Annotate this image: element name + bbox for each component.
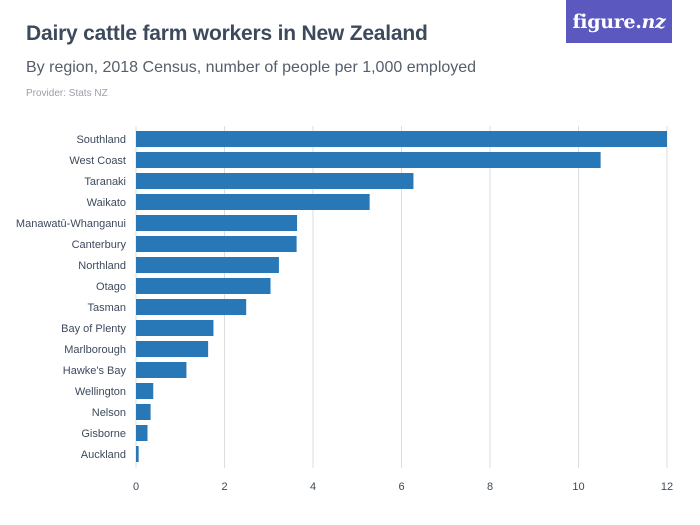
x-tick-label: 8	[487, 481, 493, 493]
category-label: Waikato	[87, 197, 126, 209]
bar-wellington[interactable]	[136, 383, 154, 399]
logo-text-suffix: nz	[641, 10, 666, 33]
category-label: Marlborough	[64, 344, 126, 356]
provider-note: Provider: Stats NZ	[26, 88, 108, 99]
x-tick-label: 4	[310, 481, 316, 493]
x-tick-label: 6	[398, 481, 404, 493]
bar-marlborough[interactable]	[136, 341, 209, 357]
bar-hawke-s-bay[interactable]	[136, 362, 187, 378]
x-tick-label: 10	[572, 481, 584, 493]
x-tick-label: 2	[221, 481, 227, 493]
x-tick-label: 12	[661, 481, 673, 493]
bar-bay-of-plenty[interactable]	[136, 320, 214, 336]
bar-auckland[interactable]	[136, 446, 139, 462]
bar-northland[interactable]	[136, 257, 279, 273]
logo-text-main: figure.	[572, 10, 642, 33]
category-label: Otago	[96, 281, 126, 293]
bar-southland[interactable]	[136, 131, 667, 147]
bar-waikato[interactable]	[136, 194, 370, 210]
bar-gisborne[interactable]	[136, 425, 148, 441]
bar-manawat-whanganui[interactable]	[136, 215, 298, 231]
category-label: West Coast	[69, 155, 126, 167]
bar-canterbury[interactable]	[136, 236, 297, 252]
category-label: Canterbury	[72, 239, 127, 251]
bar-west-coast[interactable]	[136, 152, 601, 168]
category-label: Southland	[76, 134, 126, 146]
category-label: Auckland	[81, 449, 126, 461]
bar-otago[interactable]	[136, 278, 271, 294]
category-label: Bay of Plenty	[61, 323, 126, 335]
chart-title: Dairy cattle farm workers in New Zealand	[26, 22, 428, 45]
category-label: Northland	[78, 260, 126, 272]
x-tick-label: 0	[133, 481, 139, 493]
bar-nelson[interactable]	[136, 404, 151, 420]
bar-tasman[interactable]	[136, 299, 247, 315]
category-label: Wellington	[75, 386, 126, 398]
category-label: Tasman	[87, 302, 126, 314]
category-label: Nelson	[92, 407, 126, 419]
chart-subtitle: By region, 2018 Census, number of people…	[26, 59, 477, 76]
category-label: Gisborne	[81, 428, 126, 440]
figure-nz-logo[interactable]: figure. nz	[566, 0, 672, 43]
category-label: Hawke's Bay	[63, 365, 127, 377]
bar-taranaki[interactable]	[136, 173, 414, 189]
category-label: Manawatū-Whanganui	[16, 218, 126, 230]
category-label: Taranaki	[84, 176, 126, 188]
